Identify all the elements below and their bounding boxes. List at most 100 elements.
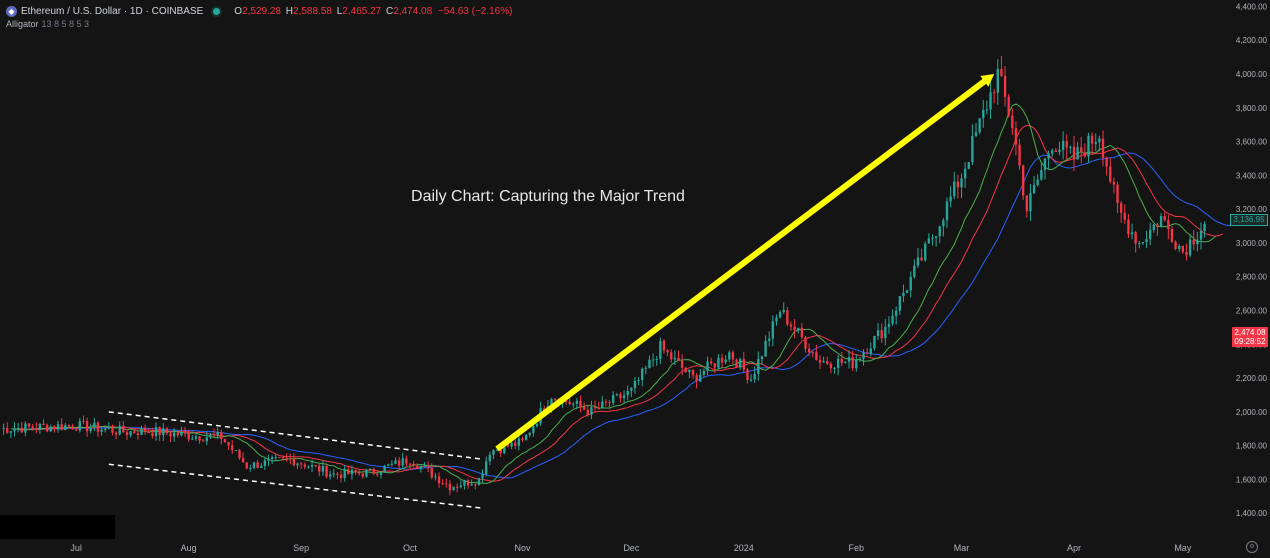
candle-body (1181, 245, 1185, 253)
candle-body (100, 429, 103, 432)
y-tick-label: 1,600.00 (1236, 475, 1268, 484)
candle-body (60, 424, 63, 430)
candle-body (176, 432, 179, 436)
candle-body (354, 469, 357, 473)
candle-body (782, 310, 785, 313)
candle-body (963, 168, 967, 179)
candle-body (328, 474, 332, 477)
lines-jaw (28, 152, 1234, 479)
candle-body (666, 350, 669, 353)
x-tick-label: Aug (181, 543, 197, 553)
candle-body (597, 408, 600, 410)
candle-body (608, 402, 611, 404)
candle-body (720, 357, 724, 363)
candle-body (191, 438, 194, 440)
candle-body (75, 429, 78, 431)
candle-body (220, 432, 223, 440)
ohlc-values: O2,529.28 H2,588.58 L2,465.27 C2,474.08 … (234, 5, 513, 17)
candle-body (898, 296, 902, 311)
candle-body (299, 463, 303, 465)
candle-body (133, 431, 136, 434)
candle-body (738, 359, 742, 368)
candle-body (619, 394, 622, 399)
candle-body (13, 428, 16, 432)
candle-body (713, 363, 716, 368)
symbol-title[interactable]: Ethereum / U.S. Dollar · 1D · COINBASE (21, 5, 204, 17)
candle-body (680, 360, 684, 368)
candle-body (416, 465, 419, 469)
candle-body (949, 196, 952, 202)
candle-body (728, 352, 731, 360)
candle-body (651, 359, 655, 361)
time-axis[interactable]: Jul Aug Sep Oct Nov Dec 2024 Feb Mar Apr May (70, 543, 1191, 553)
candle-body (934, 236, 938, 238)
candle-body (1192, 239, 1195, 245)
candle-body (93, 422, 96, 428)
candle-body (510, 442, 513, 447)
candle-body (1000, 69, 1003, 76)
candle-body (1112, 181, 1116, 185)
y-tick-label: 3,000.00 (1236, 239, 1268, 248)
candle-body (1105, 157, 1108, 167)
candle-body (303, 464, 306, 468)
candle-body (604, 401, 608, 403)
candle-body (655, 359, 658, 361)
candle-body (118, 425, 121, 435)
candle-body (807, 348, 811, 353)
candle-body (180, 431, 183, 436)
candle-body (307, 466, 310, 468)
candle-body (1130, 232, 1134, 235)
candle-body (270, 457, 274, 459)
y-tick-label: 1,400.00 (1236, 509, 1268, 518)
candle-body (1141, 242, 1145, 244)
candle-body (423, 465, 426, 467)
candle-body (347, 469, 350, 475)
candle-body (430, 468, 433, 478)
candle-body (800, 327, 804, 338)
candle-body (16, 427, 20, 429)
candle-body (775, 317, 778, 322)
candle-body (129, 431, 132, 436)
candle-body (85, 421, 89, 432)
candle-body (20, 427, 23, 433)
candle-body (401, 458, 404, 466)
candle-body (517, 438, 521, 446)
channel-upper-line (108, 411, 483, 460)
candle-body (735, 359, 738, 368)
y-tick-label: 2,600.00 (1236, 306, 1268, 315)
candle-body (1058, 149, 1061, 152)
candle-body (1167, 220, 1170, 229)
candle-body (143, 427, 147, 433)
candle-body (601, 401, 604, 409)
channel-lower-line (108, 463, 483, 509)
candle-body (488, 454, 492, 462)
candle-body (263, 460, 267, 466)
redaction-box (0, 515, 115, 539)
candle-body (956, 181, 960, 188)
candle-body (996, 69, 999, 93)
candle-body (992, 92, 996, 94)
candle-body (982, 109, 985, 119)
candle-body (1022, 165, 1025, 196)
candle-body (376, 473, 379, 475)
candle-body (942, 220, 945, 227)
candle-body (202, 440, 205, 442)
candle-body (441, 483, 444, 485)
candle-body (452, 486, 455, 491)
candle-body (691, 369, 695, 376)
candle-body (582, 406, 586, 410)
indicator-legend[interactable]: Alligator 13 8 5 8 5 3 (6, 19, 512, 29)
candle-body (1032, 185, 1036, 194)
candle-body (506, 444, 510, 447)
candle-body (231, 445, 234, 451)
candle-body (902, 292, 905, 297)
candle-body (1007, 96, 1010, 116)
candle-body (227, 441, 230, 446)
candle-body (771, 321, 775, 339)
candle-body (107, 427, 111, 429)
candle-body (789, 324, 793, 327)
price-axis[interactable]: 1,400.00 1,600.00 1,800.00 2,000.00 2,200.00… (1230, 0, 1270, 558)
candle-body (339, 474, 343, 479)
chart-settings-icon[interactable]: ⚙ (1246, 541, 1258, 553)
